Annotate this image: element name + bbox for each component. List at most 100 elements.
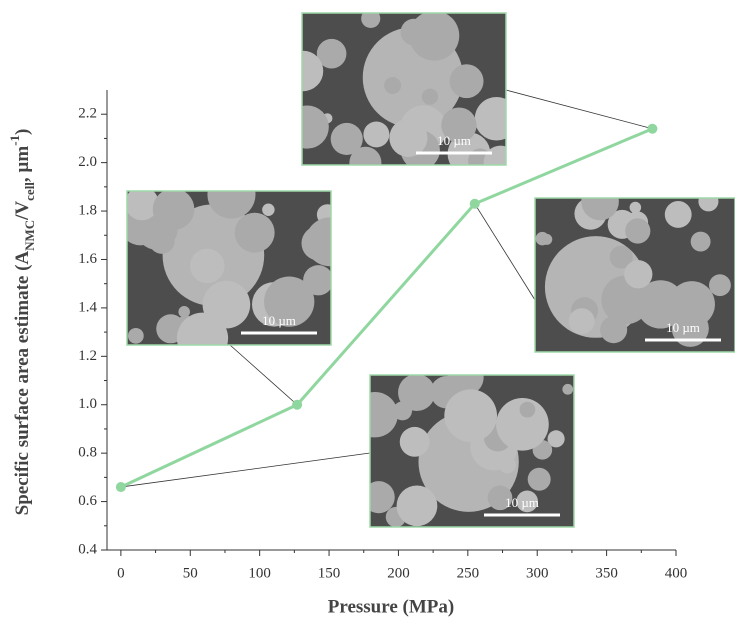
particle [127, 191, 159, 221]
particle [190, 248, 225, 284]
particle [384, 77, 402, 95]
x-tick-label: 250 [457, 565, 480, 581]
particle [370, 481, 395, 514]
inset-border [534, 197, 735, 353]
y-axis-title-part: NMC [22, 220, 37, 251]
connector [229, 344, 298, 406]
particle [664, 201, 692, 228]
particle [207, 191, 256, 219]
particle [562, 383, 574, 395]
particle [474, 96, 506, 141]
particle [690, 231, 711, 252]
particle [178, 306, 190, 318]
y-tick-label: 2.0 [78, 154, 97, 170]
particle [303, 265, 331, 296]
y-tick-label: 1.6 [78, 251, 97, 267]
particle [444, 389, 498, 443]
data-point [469, 198, 480, 209]
scale-label: 10 µm [437, 133, 471, 148]
y-tick-label: 1.4 [78, 299, 97, 315]
particle [305, 217, 331, 267]
x-tick-label: 350 [595, 565, 618, 581]
particle [400, 18, 428, 46]
data-line [120, 127, 653, 489]
particle [302, 105, 329, 149]
particle [152, 191, 195, 231]
y-axis-title-part: -1 [7, 135, 22, 146]
sem-image [302, 13, 506, 165]
sem-image [370, 375, 574, 527]
inset-border [369, 374, 575, 528]
particle [671, 309, 709, 347]
particle [519, 401, 536, 418]
x-tick-label: 300 [526, 565, 549, 581]
y-axis-title-part: /V [12, 201, 33, 221]
particle [483, 145, 506, 165]
y-axis-title-part: , µm [12, 146, 33, 182]
particle [625, 218, 651, 244]
x-axis-title: Pressure (MPa) [328, 596, 454, 617]
x-tick-label: 0 [117, 565, 125, 581]
connector [505, 89, 653, 130]
x-tick-label: 400 [665, 565, 688, 581]
particle [330, 122, 363, 156]
particle [396, 485, 438, 527]
data-point [292, 399, 303, 410]
connector [474, 203, 536, 301]
y-tick-label: 1.8 [78, 202, 97, 218]
sem-image [535, 198, 735, 352]
particle [389, 118, 428, 157]
particle [421, 88, 439, 105]
data-point [115, 482, 126, 493]
y-tick-label: 1.0 [78, 396, 97, 412]
sem-image [127, 191, 331, 345]
particle [709, 274, 731, 297]
particle [349, 146, 382, 165]
particle [629, 201, 642, 214]
particle [624, 260, 653, 289]
particle [127, 327, 144, 344]
particle [399, 426, 430, 457]
particle [370, 391, 398, 438]
particle [449, 64, 484, 99]
particle [581, 198, 619, 221]
particle [496, 398, 549, 451]
inset-border [301, 12, 507, 166]
y-axis-title-part: cell [22, 182, 37, 201]
particle [393, 401, 413, 421]
scale-label: 10 µm [505, 495, 539, 510]
y-axis-title-part: Specific surface area estimate (A [12, 251, 33, 516]
x-tick-label: 150 [318, 565, 341, 581]
particle [568, 308, 595, 335]
particle [636, 280, 685, 329]
particle [202, 280, 251, 329]
particle [535, 231, 550, 246]
y-tick-label: 0.6 [78, 493, 97, 509]
particle [441, 107, 477, 143]
particle [398, 375, 436, 412]
particle [363, 121, 390, 148]
scale-label: 10 µm [666, 320, 700, 335]
scale-label: 10 µm [262, 313, 296, 328]
particle [698, 198, 719, 212]
particle [316, 38, 347, 69]
y-tick-label: 0.8 [78, 445, 97, 461]
particle [487, 485, 513, 511]
x-tick-label: 200 [387, 565, 410, 581]
y-axis-title-part: ) [12, 129, 33, 135]
particle [302, 50, 324, 92]
x-tick-label: 100 [248, 565, 271, 581]
x-tick-label: 50 [183, 565, 198, 581]
particle [234, 212, 275, 253]
y-tick-label: 1.2 [78, 348, 97, 364]
data-point [647, 123, 658, 134]
particle [262, 203, 275, 216]
particle [527, 467, 551, 491]
particle [422, 13, 446, 32]
connector [120, 452, 371, 488]
y-axis-title: Specific surface area estimate (ANMC/Vce… [7, 129, 37, 516]
particle [516, 490, 538, 513]
y-tick-label: 2.2 [78, 106, 97, 122]
inset-border [126, 190, 332, 346]
